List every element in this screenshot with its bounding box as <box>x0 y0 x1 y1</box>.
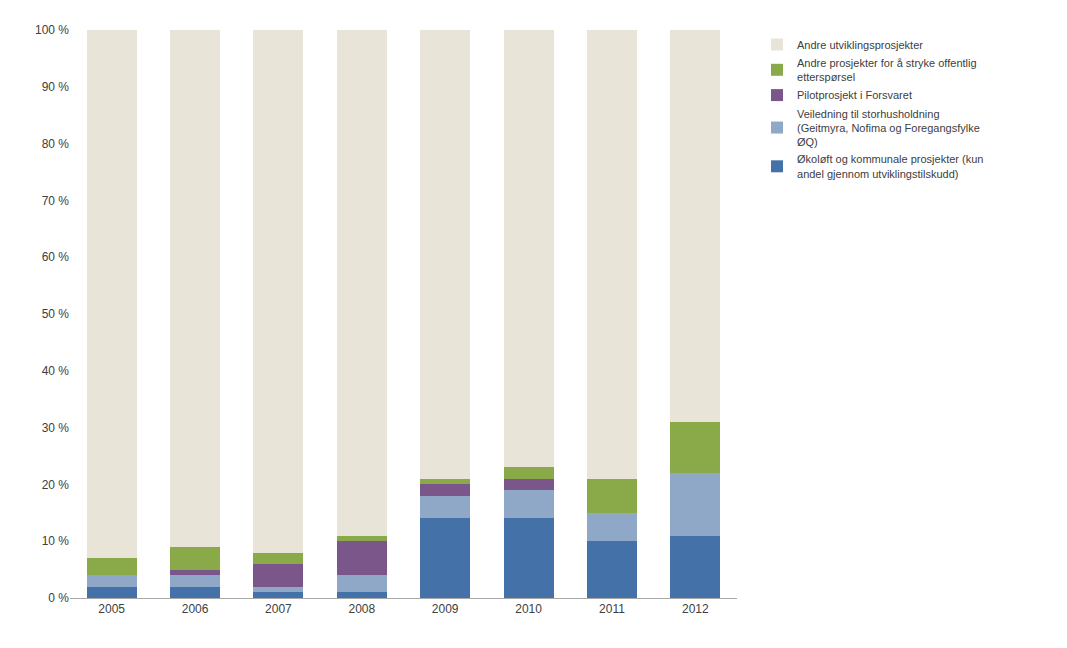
svg-text:Økoløft og kommunale prosjekte: Økoløft og kommunale prosjekter (kunande… <box>797 153 983 179</box>
svg-text:2011: 2011 <box>599 602 625 616</box>
svg-text:80 %: 80 % <box>42 137 70 151</box>
svg-text:70 %: 70 % <box>42 194 70 208</box>
svg-text:Andre utviklingsprosjekter: Andre utviklingsprosjekter <box>797 39 923 51</box>
svg-text:2009: 2009 <box>432 602 459 616</box>
svg-text:Pilotprosjekt i Forsvaret: Pilotprosjekt i Forsvaret <box>797 89 912 101</box>
svg-text:0 %: 0 % <box>48 591 69 605</box>
svg-text:30 %: 30 % <box>42 421 70 435</box>
svg-text:100 %: 100 % <box>35 23 69 37</box>
svg-text:2007: 2007 <box>265 602 292 616</box>
svg-text:2006: 2006 <box>182 602 209 616</box>
svg-text:2008: 2008 <box>348 602 375 616</box>
svg-text:Veiledning til storhusholdning: Veiledning til storhusholdning(Geitmyra,… <box>797 108 980 149</box>
svg-text:40 %: 40 % <box>42 364 70 378</box>
svg-text:10 %: 10 % <box>42 534 70 548</box>
svg-text:20 %: 20 % <box>42 478 70 492</box>
svg-text:Andre prosjekter for å stryke: Andre prosjekter for å stryke offentlige… <box>797 57 977 83</box>
svg-text:2010: 2010 <box>515 602 542 616</box>
svg-text:50 %: 50 % <box>42 307 70 321</box>
svg-text:90 %: 90 % <box>42 80 70 94</box>
svg-text:60 %: 60 % <box>42 250 70 264</box>
svg-text:2005: 2005 <box>98 602 125 616</box>
svg-text:2012: 2012 <box>682 602 709 616</box>
